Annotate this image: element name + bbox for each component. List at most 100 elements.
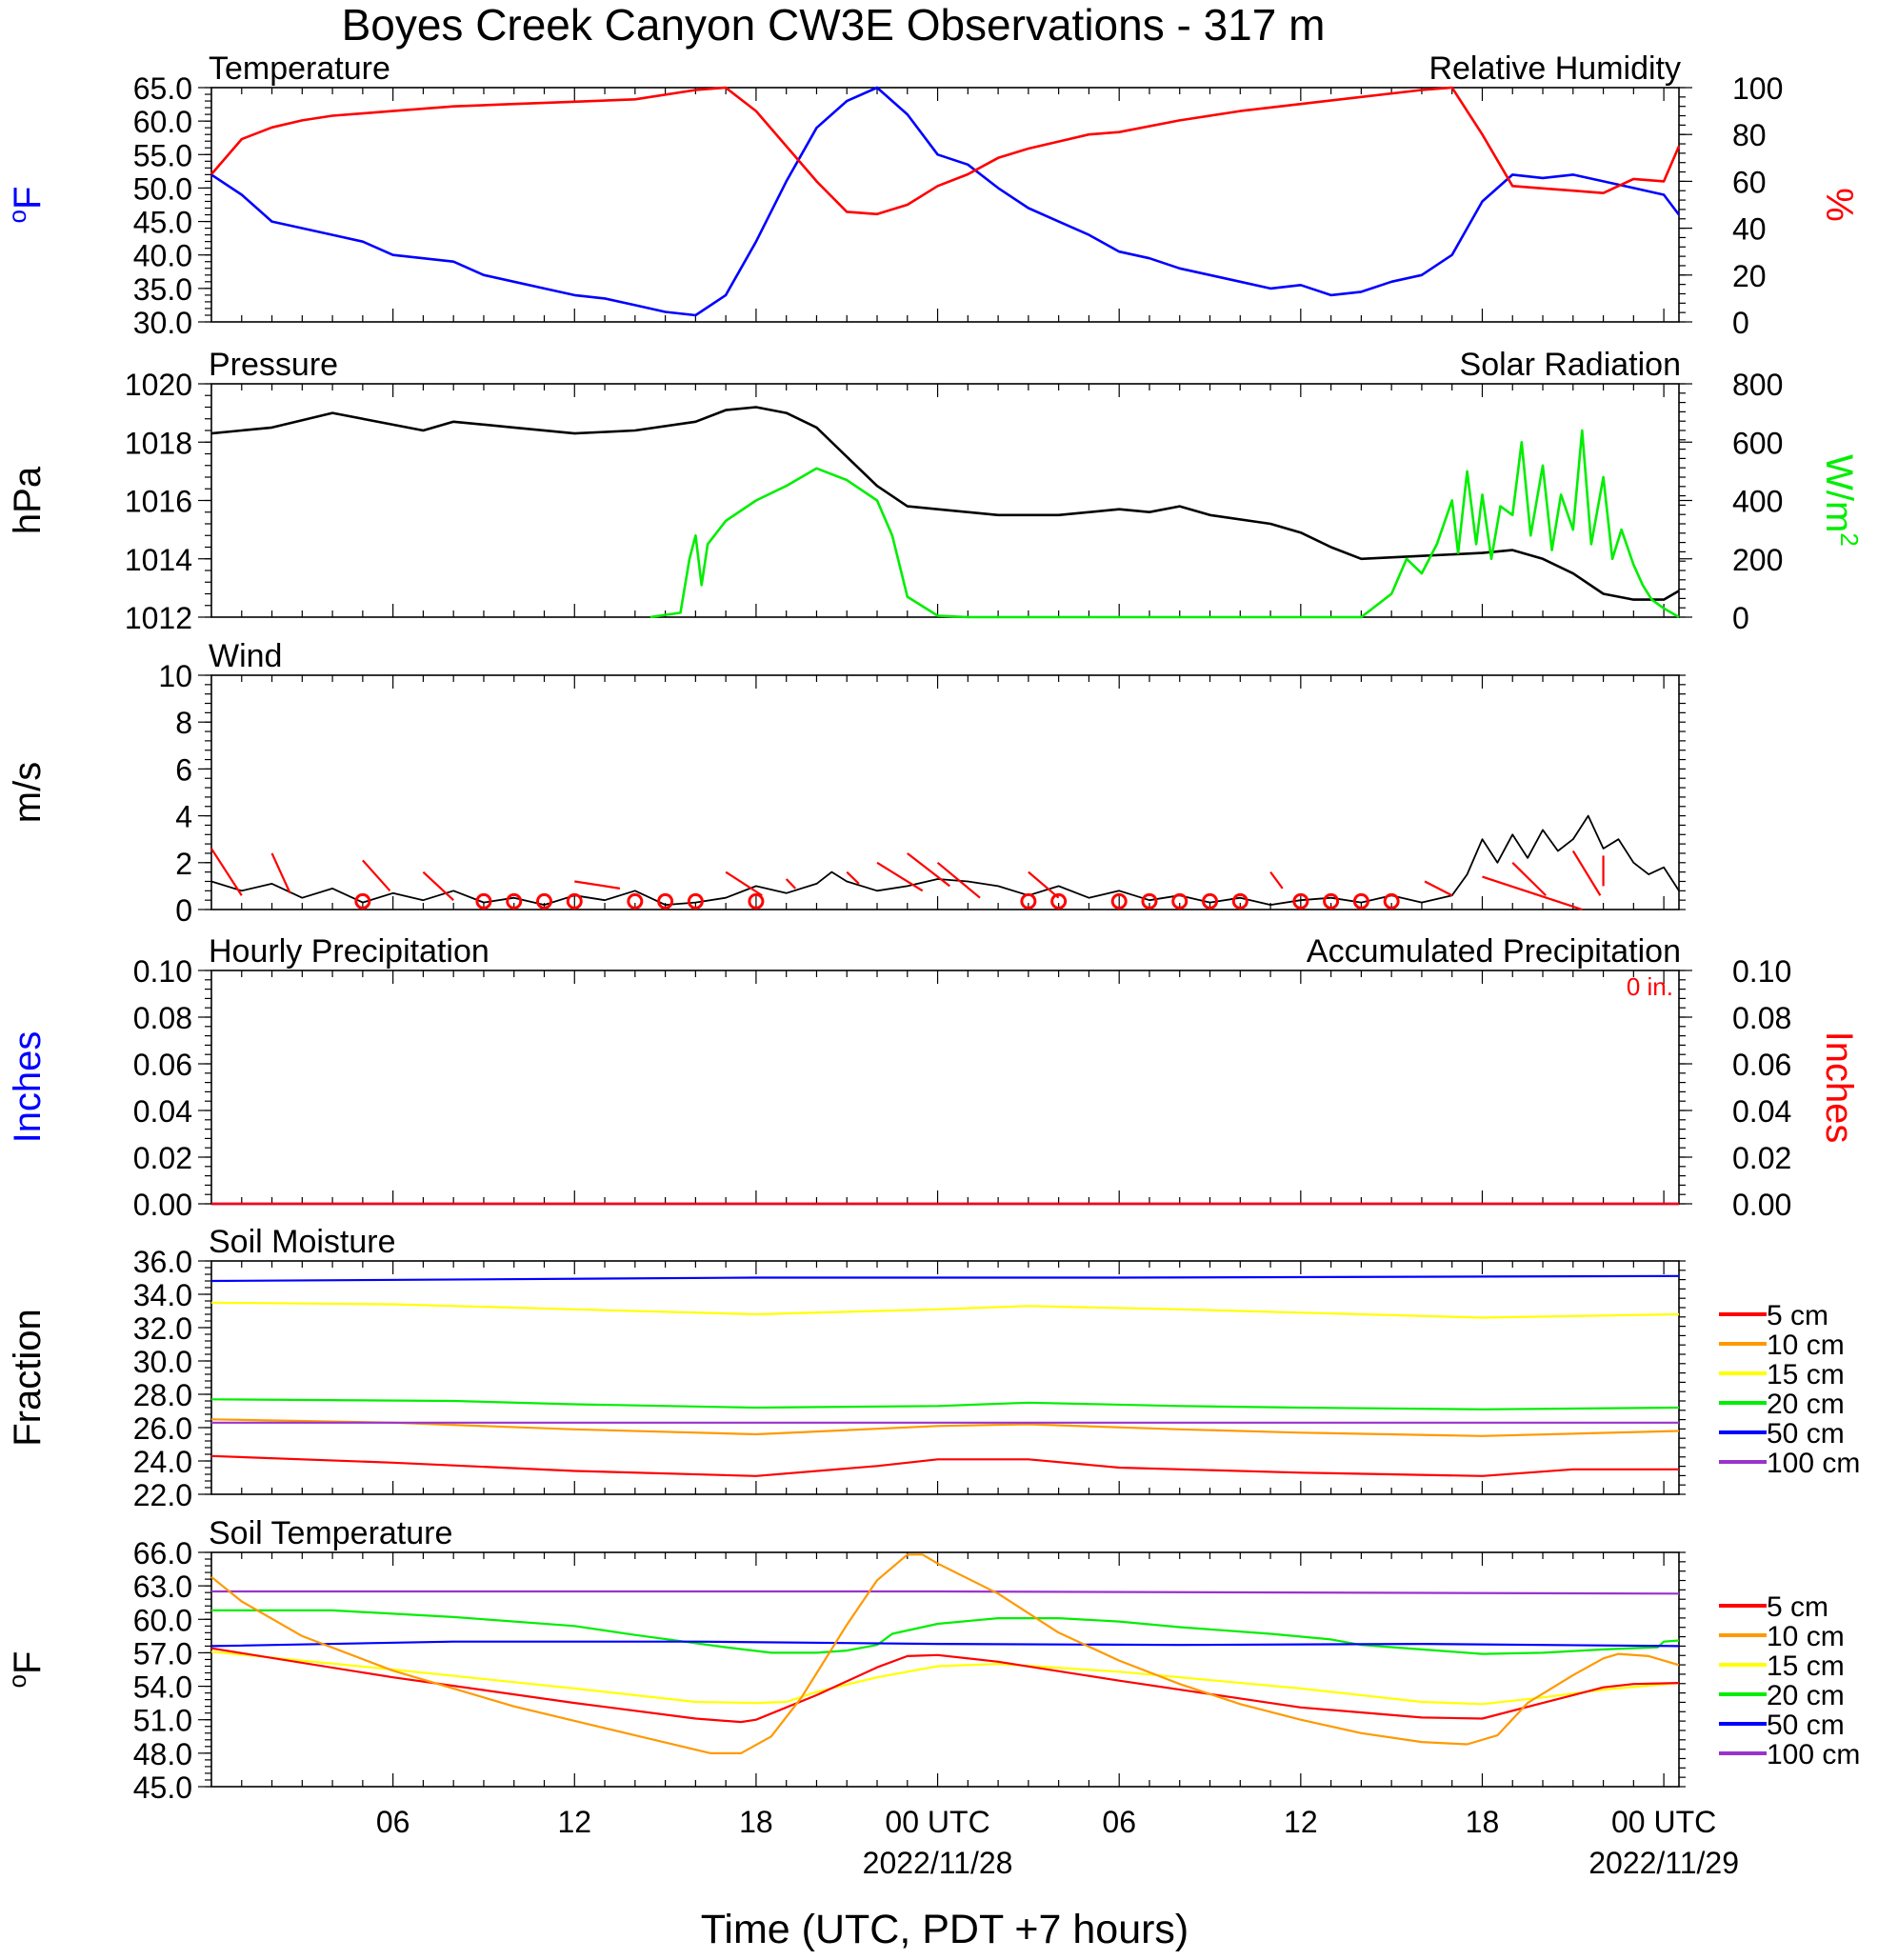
plot-frame <box>210 1551 1680 1788</box>
x-axis-label: Time (UTC, PDT +7 hours) <box>701 1907 1189 1952</box>
y-tick-label: 36.0 <box>133 1245 192 1279</box>
y-tick-label: 45.0 <box>133 206 192 240</box>
y-tick-label: 0 <box>175 893 192 928</box>
y-tick-label: 10 <box>158 659 192 693</box>
y-right-tick-label: 0.02 <box>1732 1141 1791 1175</box>
legend-label-50cm: 50 cm <box>1767 1418 1845 1450</box>
wind-calm-circle <box>1292 892 1309 910</box>
y-tick-label: 60.0 <box>133 105 192 139</box>
y-axis-label: oF <box>3 1651 49 1689</box>
wind-barb <box>876 861 924 892</box>
panel-title-left: Soil Moisture <box>209 1224 396 1260</box>
series-line-10cm <box>210 1418 1680 1437</box>
y-right-tick-label: 200 <box>1732 543 1783 577</box>
panel-title-left: Wind <box>209 638 282 674</box>
y-tick-label: 30.0 <box>133 1345 192 1379</box>
y-tick-label: 35.0 <box>133 272 192 307</box>
wind-barb <box>1482 875 1583 911</box>
panel-title-left: Hourly Precipitation <box>209 933 489 970</box>
unit: F <box>7 187 49 210</box>
y-tick-label: 2 <box>175 847 192 881</box>
wind-calm-circle <box>1231 892 1249 910</box>
y-right-tick-label: 0.06 <box>1732 1048 1791 1082</box>
panel-title-right: Relative Humidity <box>1428 50 1681 87</box>
wind-calm-circle <box>354 892 371 910</box>
wind-calm-circle <box>475 892 492 910</box>
y-tick-label: 40.0 <box>133 239 192 273</box>
panel-wind: 10 8 6 4 2 0 Wind m/s <box>7 638 1686 928</box>
y-right-tick-label: 600 <box>1732 426 1783 460</box>
y-tick-label: 60.0 <box>133 1603 192 1637</box>
x-tick-label: 12 <box>1284 1805 1318 1839</box>
panel-title-left: Soil Temperature <box>209 1515 452 1551</box>
y-axis-label-right: Inches <box>1818 1031 1860 1144</box>
x-tick-date: 2022/11/28 <box>863 1846 1013 1880</box>
y-tick-label: 0.04 <box>133 1094 192 1129</box>
series-line-solar_radiation <box>649 429 1680 619</box>
y-tick-label: 65.0 <box>133 71 192 106</box>
panel-title-left: Temperature <box>209 50 390 87</box>
y-tick-label: 63.0 <box>133 1570 192 1604</box>
y-tick-label: 24.0 <box>133 1445 192 1479</box>
wind-calm-circle <box>1383 892 1400 910</box>
panel-precip: 0.10 0.08 0.06 0.04 0.02 0.00 0.10 0.08 0.06 0.04… <box>7 933 1860 1222</box>
y-tick-label: 54.0 <box>133 1670 192 1705</box>
unit-power: 2 <box>1835 532 1864 546</box>
y-tick-label: 48.0 <box>133 1737 192 1771</box>
legend-label-5cm: 5 cm <box>1767 1591 1828 1623</box>
wind-calm-circle <box>566 892 583 910</box>
degree-mark: o <box>3 1674 31 1688</box>
y-right-tick-label: 20 <box>1732 259 1767 293</box>
accum-annotation: 0 in. <box>1627 972 1673 1001</box>
wind-calm-circle <box>1171 892 1189 910</box>
panel-title-left: Pressure <box>209 347 338 383</box>
panel-soil_temperature: 66.063.060.057.054.051.048.045.0 Soil Tem… <box>3 1515 1860 1805</box>
x-tick-label: 18 <box>1466 1805 1500 1839</box>
panel-title-right: Accumulated Precipitation <box>1307 933 1681 970</box>
wind-barb <box>785 878 797 890</box>
wind-barb <box>846 870 860 885</box>
series-line-wind <box>210 814 1680 906</box>
y-right-tick-label: 0 <box>1732 306 1749 340</box>
wind-calm-circle <box>1050 892 1068 910</box>
y-tick-label: 0.10 <box>133 954 192 989</box>
wind-barb <box>907 852 950 888</box>
x-tick-date: 2022/11/29 <box>1588 1846 1739 1880</box>
y-tick-label: 22.0 <box>133 1478 192 1512</box>
y-axis-label-right: % <box>1818 188 1860 222</box>
series-line-10cm <box>210 1553 1680 1754</box>
plot-frame <box>210 970 1680 1205</box>
wind-calm-circle <box>1020 892 1037 910</box>
y-tick-label: 0.08 <box>133 1001 192 1035</box>
y-tick-label: 55.0 <box>133 138 192 172</box>
wind-calm-circle <box>1202 892 1219 910</box>
y-right-tick-label: 800 <box>1732 368 1783 402</box>
x-axis: 06 12 18 00 UTC 2022/11/28 06 12 18 00 UTC 2022/1… <box>376 1805 1739 1880</box>
y-tick-label: 0.02 <box>133 1141 192 1175</box>
series-line-5cm <box>210 1647 1680 1724</box>
x-tick-label: 00 UTC <box>885 1805 989 1839</box>
panel-title-right: Solar Radiation <box>1460 347 1681 383</box>
wind-barb <box>574 880 621 890</box>
x-tick-label: 06 <box>1102 1805 1136 1839</box>
y-right-tick-label: 100 <box>1732 71 1783 106</box>
y-tick-label: 28.0 <box>133 1378 192 1412</box>
wind-barb <box>1028 870 1060 899</box>
series-line-50cm <box>210 1274 1680 1283</box>
series-line-pressure <box>210 406 1680 601</box>
legend-label-10cm: 10 cm <box>1767 1330 1845 1361</box>
wind-calm-circle <box>687 892 704 910</box>
wind-calm-circle <box>627 892 644 910</box>
wind-calm-circle <box>536 892 553 910</box>
wind-barb <box>725 870 763 897</box>
wind-barb <box>1424 880 1453 897</box>
degree-mark: o <box>3 210 31 223</box>
y-tick-label: 6 <box>175 752 192 787</box>
panel-pressure_solar: 1020 1018 1016 1014 1012 800 600 400 200 0 Pressur… <box>7 347 1864 635</box>
y-tick-label: 0.00 <box>133 1188 192 1222</box>
series-line-15cm <box>210 1650 1680 1706</box>
y-axis-label: m/s <box>7 762 49 823</box>
y-tick-label: 1012 <box>125 601 192 635</box>
y-right-tick-label: 0.00 <box>1732 1188 1791 1222</box>
